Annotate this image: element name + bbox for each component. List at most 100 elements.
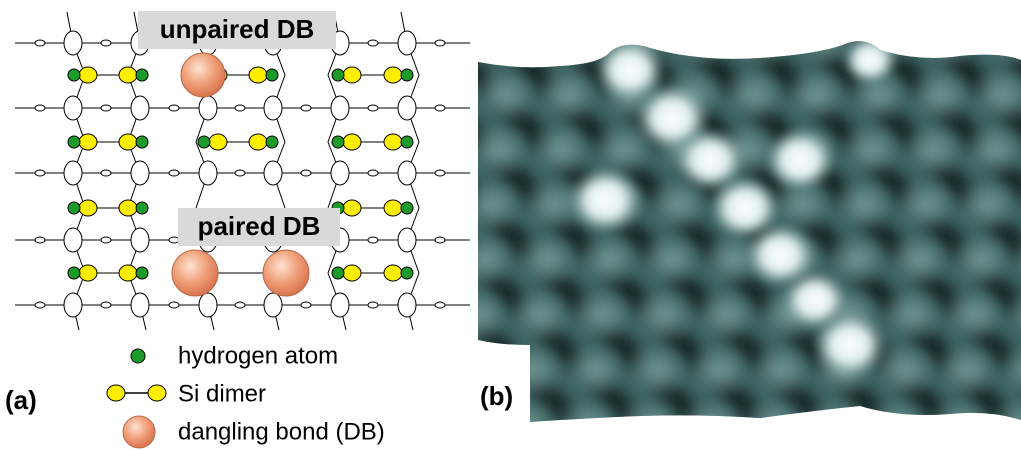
si-atom <box>264 96 282 120</box>
si-atom <box>64 96 82 120</box>
dimer-atom <box>343 67 361 83</box>
dimer-atom <box>79 134 97 150</box>
dangling-bond <box>263 250 309 296</box>
stm-bump <box>853 136 889 164</box>
figure: unpaired DB paired DB hydrogen atom Si d… <box>0 0 1021 451</box>
panel-label: (a) <box>5 385 37 415</box>
stm-bump <box>639 356 675 384</box>
stm-bump <box>646 301 682 329</box>
stm-bump <box>481 136 517 164</box>
si-atom <box>199 293 217 317</box>
small-atom <box>169 237 179 243</box>
si-atom <box>398 161 416 185</box>
small-atom <box>301 105 311 111</box>
stm-bump <box>391 356 427 384</box>
si-atom <box>64 293 82 317</box>
small-atom <box>368 170 378 176</box>
stm-bump <box>474 191 510 219</box>
small-atom <box>101 105 111 111</box>
hydrogen <box>136 69 148 81</box>
small-atom <box>235 105 245 111</box>
hydrogen <box>266 136 278 148</box>
hydrogen <box>332 136 344 148</box>
small-atom <box>35 40 45 46</box>
stm-bump <box>894 301 930 329</box>
dimer-atom <box>384 67 402 83</box>
stm-bump <box>970 191 1006 219</box>
small-atom <box>435 40 445 46</box>
hydrogen <box>136 267 148 279</box>
si-atom <box>131 293 149 317</box>
stm-bump <box>522 301 558 329</box>
dimer-atom <box>384 134 402 150</box>
stm-bump <box>901 246 937 274</box>
small-atom <box>101 40 111 46</box>
si-atom <box>131 161 149 185</box>
stm-bump <box>515 356 551 384</box>
dimer-atom <box>79 265 97 281</box>
small-atom <box>235 170 245 176</box>
small-atom <box>35 105 45 111</box>
stm-bump <box>536 191 572 219</box>
stm-bump <box>529 246 565 274</box>
small-atom <box>35 237 45 243</box>
stm-bump <box>756 411 792 439</box>
legend-dimer-icon <box>148 385 166 401</box>
small-atom <box>301 170 311 176</box>
small-atom <box>169 302 179 308</box>
hydrogen <box>401 267 413 279</box>
hydrogen <box>332 69 344 81</box>
dangling-bond <box>172 250 218 296</box>
stm-protrusion <box>567 166 643 234</box>
si-atom <box>398 228 416 252</box>
lattice-schematic <box>15 12 470 330</box>
si-atom <box>199 96 217 120</box>
si-atom <box>398 31 416 55</box>
callout-paired: paired DB <box>198 211 321 241</box>
stm-bump <box>798 81 834 109</box>
stm-bump <box>915 136 951 164</box>
stm-bump <box>708 301 744 329</box>
stm-bump <box>419 136 455 164</box>
stm-bump <box>887 356 923 384</box>
small-atom <box>169 105 179 111</box>
stm-bump <box>591 246 627 274</box>
small-atom <box>435 237 445 243</box>
hydrogen <box>198 136 210 148</box>
small-atom <box>368 237 378 243</box>
stm-bump <box>295 136 331 164</box>
stm-bump <box>364 81 400 109</box>
hydrogen <box>68 267 80 279</box>
small-atom <box>435 105 445 111</box>
stm-protrusion <box>812 311 888 379</box>
stm-bump <box>557 26 593 54</box>
stm-bump <box>653 246 689 274</box>
stm-bump <box>453 356 489 384</box>
dimer-atom <box>249 67 267 83</box>
stm-bump <box>860 81 896 109</box>
stm-bump <box>660 191 696 219</box>
small-atom <box>35 302 45 308</box>
si-atom <box>331 161 349 185</box>
hydrogen <box>68 202 80 214</box>
legend-hydrogen-icon <box>131 349 145 363</box>
dimer-atom <box>343 200 361 216</box>
dimer-atom <box>119 200 137 216</box>
stm-bump <box>694 411 730 439</box>
dangling-bond <box>181 53 225 97</box>
dimer-atom <box>384 265 402 281</box>
si-atom <box>199 161 217 185</box>
dimer-atom <box>249 134 267 150</box>
stm-bump <box>929 26 965 54</box>
hydrogen <box>68 136 80 148</box>
dimer-atom <box>119 67 137 83</box>
dimer-atom <box>384 200 402 216</box>
stm-bump <box>956 301 992 329</box>
si-atom <box>331 293 349 317</box>
si-atom <box>264 161 282 185</box>
stm-bump <box>949 356 985 384</box>
si-atom <box>64 31 82 55</box>
legend-db-icon <box>123 416 155 448</box>
stm-protrusion <box>842 35 898 85</box>
small-atom <box>101 170 111 176</box>
